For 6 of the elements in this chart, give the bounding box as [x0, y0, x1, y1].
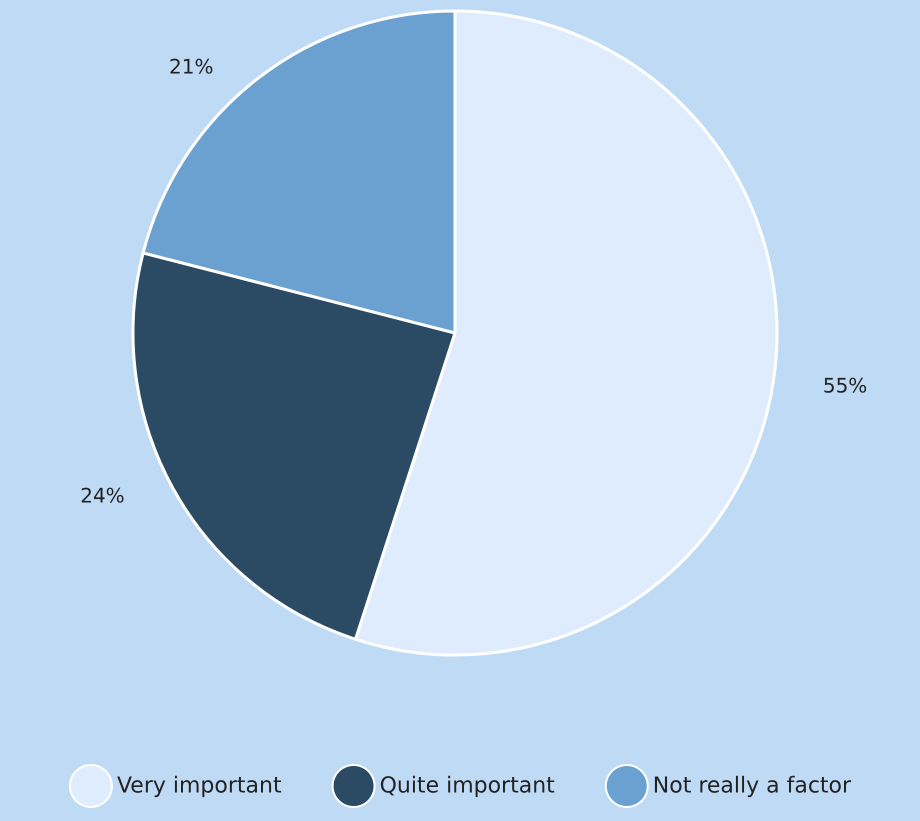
data-label: 21%: [168, 54, 214, 79]
legend-label: Quite important: [380, 774, 556, 798]
legend-label: Very important: [116, 774, 282, 798]
data-label: 55%: [822, 374, 868, 398]
legend-label: Not really a factor: [652, 774, 852, 798]
data-label: 24%: [80, 483, 125, 508]
